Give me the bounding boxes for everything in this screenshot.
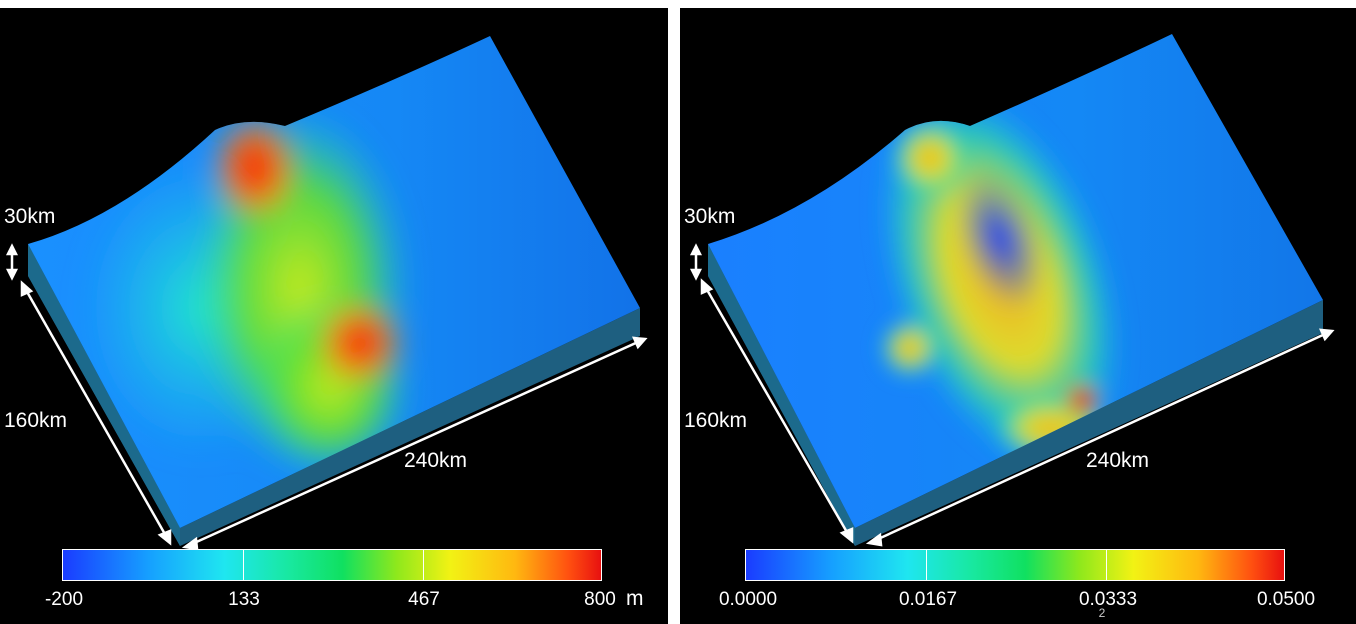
colorbar-tick: 0.0000 xyxy=(718,589,778,610)
ratio-panel: 30km 160km 240km 0.0000 0.0167 0.0333 0.… xyxy=(680,8,1356,624)
colorbar-tick: 0.0167 xyxy=(898,589,958,610)
colorbar-unit: m xyxy=(626,587,644,610)
ratio-colorbar xyxy=(745,549,1285,581)
colorbar-tick: 800 xyxy=(584,589,616,610)
depth-label: 30km xyxy=(684,205,736,228)
colorbar-tick: 0.0500 xyxy=(1256,589,1316,610)
depth-label: 30km xyxy=(4,205,56,228)
elevation-colorbar xyxy=(62,549,602,581)
length-label: 240km xyxy=(1086,449,1150,472)
length-label: 240km xyxy=(404,449,468,472)
elevation-block-render xyxy=(5,36,648,551)
width-label: 160km xyxy=(684,409,748,432)
colorbar-tick: 467 xyxy=(408,589,440,610)
colorbar-tick: 133 xyxy=(228,589,260,610)
colorbar-tick: -200 xyxy=(44,589,84,610)
width-label: 160km xyxy=(4,409,68,432)
ratio-block-render xyxy=(689,34,1335,547)
page-number: 2 xyxy=(1098,606,1106,620)
elevation-panel: 30km 160km 240km -200 133 467 800 m xyxy=(0,8,668,624)
colorbar-tick: 0.0333 xyxy=(1078,589,1138,610)
